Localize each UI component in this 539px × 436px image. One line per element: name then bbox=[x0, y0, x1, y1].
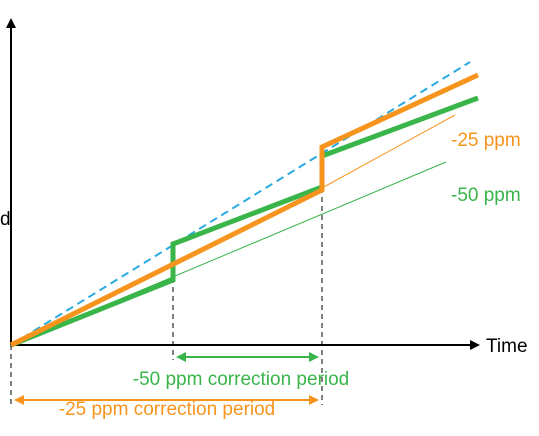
x-axis-label: Time bbox=[486, 336, 528, 357]
green-rate-label: -50 ppm bbox=[451, 185, 521, 206]
orange-drift-line bbox=[321, 114, 456, 189]
orange-rate-label: -25 ppm bbox=[451, 130, 521, 151]
orange-period-label: -25 ppm correction period bbox=[59, 399, 276, 420]
green-corrected-clock bbox=[10, 95, 479, 348]
orange-corrected-clock bbox=[9, 72, 480, 348]
ideal-reference-line bbox=[10, 61, 471, 346]
green-period-label: -50 ppm correction period bbox=[133, 369, 350, 390]
y-axis-label: d bbox=[0, 209, 11, 230]
